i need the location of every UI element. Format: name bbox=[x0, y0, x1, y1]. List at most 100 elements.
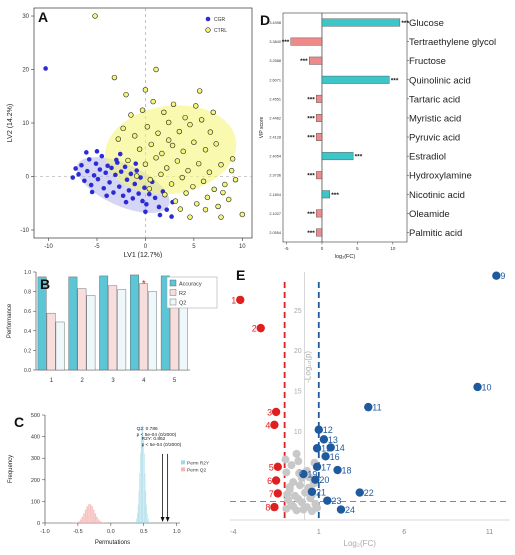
y-tick-label: 0 bbox=[26, 174, 30, 180]
up-point bbox=[337, 505, 345, 513]
up-point-label: 17 bbox=[321, 462, 331, 472]
y-tick-label: 25 bbox=[294, 308, 302, 315]
ctrl-point bbox=[161, 110, 166, 115]
y-tick-label: 1.0 bbox=[24, 270, 31, 276]
cgr-point bbox=[133, 161, 138, 166]
ctrl-point bbox=[154, 155, 159, 160]
x-tick-label: -10 bbox=[44, 244, 53, 250]
vip-score: 2.1027 bbox=[269, 212, 281, 216]
category-label: 4 bbox=[142, 378, 146, 384]
up-point-label: 9 bbox=[500, 271, 505, 281]
up-point bbox=[333, 466, 341, 474]
ns-point bbox=[281, 456, 289, 464]
cgr-point bbox=[89, 183, 94, 188]
x-tick-label: 0.5 bbox=[140, 529, 148, 535]
cgr-point bbox=[73, 166, 78, 171]
significance-label: *** bbox=[307, 211, 315, 218]
hist-bar-r2y bbox=[143, 436, 144, 523]
ctrl-point bbox=[143, 87, 148, 92]
legend-ctrl-marker bbox=[206, 28, 211, 33]
y-tick-label: 0.4 bbox=[24, 329, 31, 335]
cgr-point bbox=[79, 163, 84, 168]
down-point bbox=[236, 296, 244, 304]
ctrl-point bbox=[188, 122, 193, 127]
panel-letter: D bbox=[260, 12, 270, 28]
hist-bar-r2y bbox=[137, 514, 138, 523]
y-tick-label: 20 bbox=[294, 348, 302, 355]
hist-bar-q2 bbox=[77, 522, 78, 523]
ctrl-point bbox=[116, 137, 121, 142]
ctrl-point bbox=[169, 182, 174, 187]
ctrl-point bbox=[170, 143, 175, 148]
up-point bbox=[356, 488, 364, 496]
fc-bar bbox=[316, 114, 322, 122]
significance-label: *** bbox=[391, 77, 399, 84]
x-tick-label: 11 bbox=[486, 529, 493, 536]
cgr-point bbox=[157, 205, 162, 210]
bar-r2 bbox=[109, 286, 117, 370]
up-point-label: 21 bbox=[316, 487, 326, 497]
bar-accuracy bbox=[130, 275, 138, 370]
ctrl-point bbox=[175, 159, 180, 164]
x-tick-label: -4 bbox=[230, 529, 236, 536]
cgr-point bbox=[125, 177, 130, 182]
x-tick-label: 0 bbox=[321, 246, 324, 251]
cgr-point bbox=[119, 169, 124, 174]
hist-bar-r2y bbox=[139, 491, 140, 523]
x-tick-label: 0 bbox=[144, 244, 148, 250]
cgr-point bbox=[142, 185, 147, 190]
metabolite-label: Palmitic acid bbox=[409, 228, 462, 239]
vip-score: 2.3736 bbox=[269, 174, 281, 178]
y-tick-label: 15 bbox=[294, 389, 302, 396]
y-tick-label: 10 bbox=[22, 121, 29, 127]
x-tick-label: 10 bbox=[239, 244, 246, 250]
ns-point bbox=[293, 450, 301, 458]
down-point-label: 3 bbox=[267, 407, 272, 417]
legend-swatch bbox=[170, 299, 176, 305]
ctrl-point bbox=[93, 14, 98, 19]
ctrl-point bbox=[148, 177, 153, 182]
hist-bar-r2y bbox=[135, 522, 136, 523]
legend-cgr-marker bbox=[206, 17, 211, 22]
cgr-point bbox=[84, 150, 89, 155]
arrow-head bbox=[166, 517, 170, 522]
significance-label: *** bbox=[307, 96, 315, 103]
cgr-point bbox=[96, 177, 101, 182]
ctrl-point bbox=[221, 190, 226, 195]
fc-bar bbox=[322, 76, 389, 84]
ctrl-point bbox=[145, 124, 150, 129]
x-tick-label: 5 bbox=[192, 244, 196, 250]
legend-swatch bbox=[170, 290, 176, 296]
ctrl-point bbox=[216, 204, 221, 209]
ns-point bbox=[286, 483, 294, 491]
ns-point bbox=[294, 457, 302, 465]
vip-score: 2.4462 bbox=[269, 116, 281, 120]
cgr-point bbox=[105, 163, 110, 168]
cgr-point bbox=[132, 182, 137, 187]
y-tick-label: 0.6 bbox=[24, 309, 31, 315]
down-point-label: 6 bbox=[267, 476, 272, 486]
down-point-label: 7 bbox=[269, 489, 274, 499]
cgr-point bbox=[164, 207, 169, 212]
legend-label: Accuracy bbox=[179, 282, 202, 288]
metabolite-label: Fructose bbox=[409, 56, 446, 67]
vip-score: 2.6071 bbox=[269, 78, 281, 82]
cgr-point bbox=[127, 188, 132, 193]
x-tick-label: -5 bbox=[94, 244, 100, 250]
hist-bar-r2y bbox=[145, 473, 146, 523]
y-tick-label: -10 bbox=[20, 228, 29, 234]
hist-bar-q2 bbox=[93, 510, 94, 523]
x-axis-label: Permutations bbox=[95, 540, 130, 546]
hist-bar-r2y bbox=[146, 491, 147, 523]
y-tick-label: 30 bbox=[22, 14, 29, 20]
category-label: 3 bbox=[111, 378, 115, 384]
fc-bar bbox=[316, 229, 322, 237]
cgr-point bbox=[140, 199, 145, 204]
ctrl-point bbox=[166, 138, 171, 143]
y-tick-label: 20 bbox=[22, 68, 29, 74]
cgr-point bbox=[118, 152, 123, 157]
